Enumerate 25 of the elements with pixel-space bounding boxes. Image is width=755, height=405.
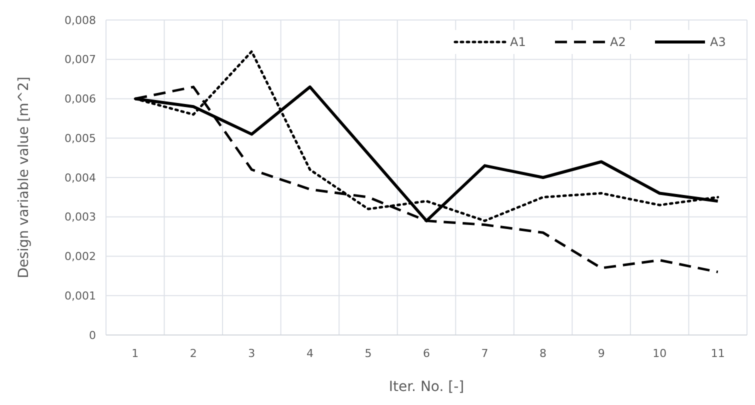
y-tick-label: 0,003 [64,210,96,224]
x-axis-title: Iter. No. [-] [388,379,464,395]
x-tick-label: 5 [364,347,372,360]
x-tick-label: 1 [132,347,139,360]
x-tick-label: 11 [710,347,725,360]
y-tick-label: 0,008 [64,14,96,27]
legend-label: A1 [510,35,526,50]
x-tick-label: 10 [652,347,667,360]
y-tick-label: 0 [89,328,96,342]
x-tick-label: 4 [306,347,314,360]
y-tick-label: 0,002 [64,250,96,264]
x-tick-label: 6 [423,347,430,360]
x-tick-label: 7 [481,347,488,360]
x-tick-label: 9 [598,347,605,360]
legend-label: A3 [710,35,726,50]
x-tick-label: 3 [248,347,256,360]
legend-label: A2 [610,35,626,50]
x-tick-label: 8 [540,347,547,360]
x-tick-label: 2 [190,347,197,360]
y-tick-label: 0,007 [64,53,96,66]
y-axis-title: Design variable value [m^2] [16,76,32,278]
y-tick-label: 0,004 [64,171,96,184]
y-tick-label: 0,001 [64,289,96,302]
y-tick-label: 0,006 [64,92,96,106]
y-tick-label: 0,005 [64,132,96,145]
